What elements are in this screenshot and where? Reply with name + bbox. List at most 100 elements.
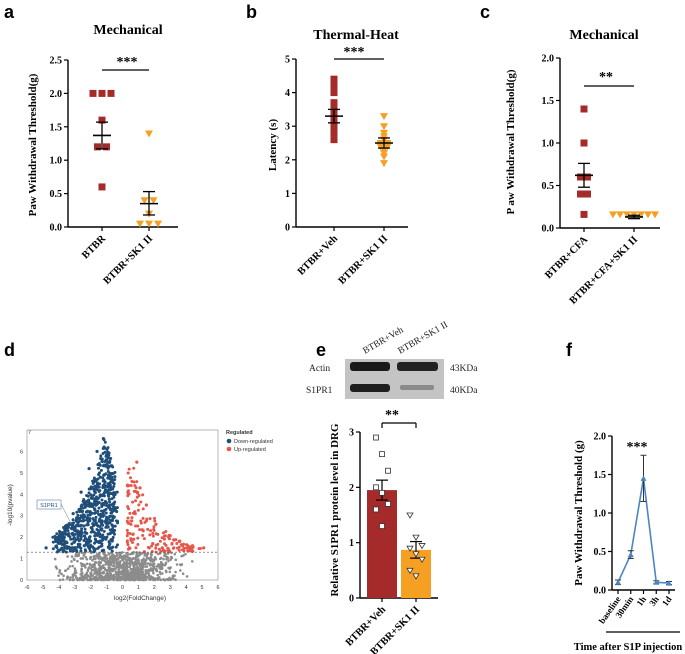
volcano-point-nonsig (72, 578, 76, 581)
volcano-point-down (75, 517, 79, 521)
f-point (666, 580, 672, 586)
volcano-point-nonsig (71, 564, 74, 568)
volcano-point-nonsig (164, 561, 168, 565)
volcano-point-up (202, 546, 206, 550)
e-point-sk1 (412, 551, 420, 558)
volcano-point-down (87, 546, 91, 550)
a-ytick-label: 1.0 (50, 156, 63, 167)
volcano-point-down (82, 524, 86, 528)
volcano-point-down (108, 500, 112, 504)
volcano-point-down (111, 505, 115, 509)
volcano-point-nonsig (98, 560, 101, 563)
volcano-point-down (113, 475, 117, 479)
b-point-btbr-sk1-ii (380, 160, 388, 168)
volcano-point-up (138, 528, 142, 532)
volcano-point-down (93, 484, 97, 488)
volcano-point-nonsig (135, 562, 139, 565)
volcano-point-nonsig (146, 552, 150, 556)
volcano-point-nonsig (164, 552, 167, 556)
volcano-point-nonsig (58, 571, 61, 574)
volcano-point-nonsig (130, 578, 133, 582)
volcano-point-up (132, 466, 136, 470)
volcano-point-nonsig (84, 566, 87, 569)
volcano-point-down (104, 511, 108, 515)
volcano-point-nonsig (105, 557, 109, 560)
volcano-point-nonsig (105, 562, 108, 566)
volcano-point-down (98, 482, 102, 486)
volcano-point-up (144, 519, 148, 523)
f-category-label: 3h (647, 594, 661, 608)
volcano-point-nonsig (53, 557, 57, 561)
b-point-btbr-veh (330, 129, 338, 137)
volcano-point-down (97, 473, 101, 477)
volcano-point-nonsig (111, 559, 114, 563)
volcano-point-nonsig (119, 553, 122, 557)
b-point-btbr-sk1-ii (380, 123, 388, 131)
volcano-point-up (130, 541, 134, 545)
volcano-point-down (106, 469, 110, 473)
volcano-point-up (136, 536, 140, 540)
volcano-point-down (61, 550, 65, 554)
volcano-point-up (156, 542, 160, 546)
volcano-point-nonsig (82, 575, 85, 579)
volcano-point-up (164, 543, 168, 547)
volcano-point-nonsig (190, 560, 194, 563)
volcano-point-nonsig (170, 556, 174, 560)
volcano-point-nonsig (84, 577, 87, 580)
volcano-point-down (100, 520, 104, 524)
volcano-point-down (108, 508, 112, 512)
volcano-point-down (89, 530, 93, 534)
panel-letter-d: d (4, 340, 15, 360)
volcano-point-nonsig (165, 555, 168, 559)
volcano-point-up (153, 519, 157, 523)
volcano-point-up (172, 538, 176, 542)
volcano-point-nonsig (110, 568, 113, 571)
volcano-point-down (84, 504, 88, 508)
volcano-point-down (108, 474, 112, 478)
c-point-btbr-cfa-sk1-ii (637, 211, 645, 219)
volcano-point-up (190, 544, 195, 548)
panel-f-significance: *** (627, 440, 648, 455)
volcano-point-up (144, 503, 148, 507)
volcano-point-down (109, 488, 113, 492)
volcano-point-nonsig (117, 568, 120, 571)
volcano-point-nonsig (99, 556, 103, 559)
volcano-point-down (79, 515, 83, 519)
volcano-point-up (175, 541, 179, 545)
blot-band-s1pr1-2 (400, 385, 434, 390)
volcano-point-nonsig (115, 576, 118, 580)
volcano-point-down (79, 490, 83, 494)
e-point-sk1 (406, 512, 414, 519)
volcano-point-down (105, 524, 109, 528)
volcano-point-nonsig (159, 578, 163, 582)
a-ytick-label: 2.0 (50, 89, 63, 100)
volcano-point-down (93, 511, 97, 515)
volcano-ytick-label: 1 (20, 557, 23, 563)
e-point-veh (379, 451, 385, 458)
volcano-point-down (91, 522, 95, 526)
volcano-point-nonsig (169, 578, 172, 581)
volcano-point-nonsig (133, 578, 137, 582)
c-point-btbr-cfa-sk1-ii (644, 211, 652, 219)
volcano-point-down (95, 534, 99, 538)
b-ytick-label: 5 (285, 55, 290, 66)
volcano-point-nonsig (184, 552, 187, 556)
b-point-btbr-sk1-ii (380, 153, 388, 161)
volcano-point-up (148, 517, 152, 521)
panel-letter-c: c (480, 2, 490, 22)
volcano-point-down (70, 542, 74, 546)
volcano-point-up (134, 546, 138, 550)
volcano-point-down (106, 482, 110, 486)
volcano-point-down (105, 458, 109, 462)
volcano-point-down (100, 549, 104, 553)
f-point (653, 579, 660, 585)
blot-kda2: 40KDa (450, 386, 478, 396)
volcano-point-down (102, 483, 106, 487)
volcano-point-down (76, 535, 80, 539)
volcano-point-down (86, 513, 90, 517)
f-category-label: 1h (634, 594, 648, 608)
panel-a-ylabel: Paw Withdrawal Threshold(g) (27, 73, 39, 216)
volcano-point-down (103, 450, 107, 454)
volcano-point-up (133, 511, 137, 516)
volcano-point-down (107, 453, 111, 457)
